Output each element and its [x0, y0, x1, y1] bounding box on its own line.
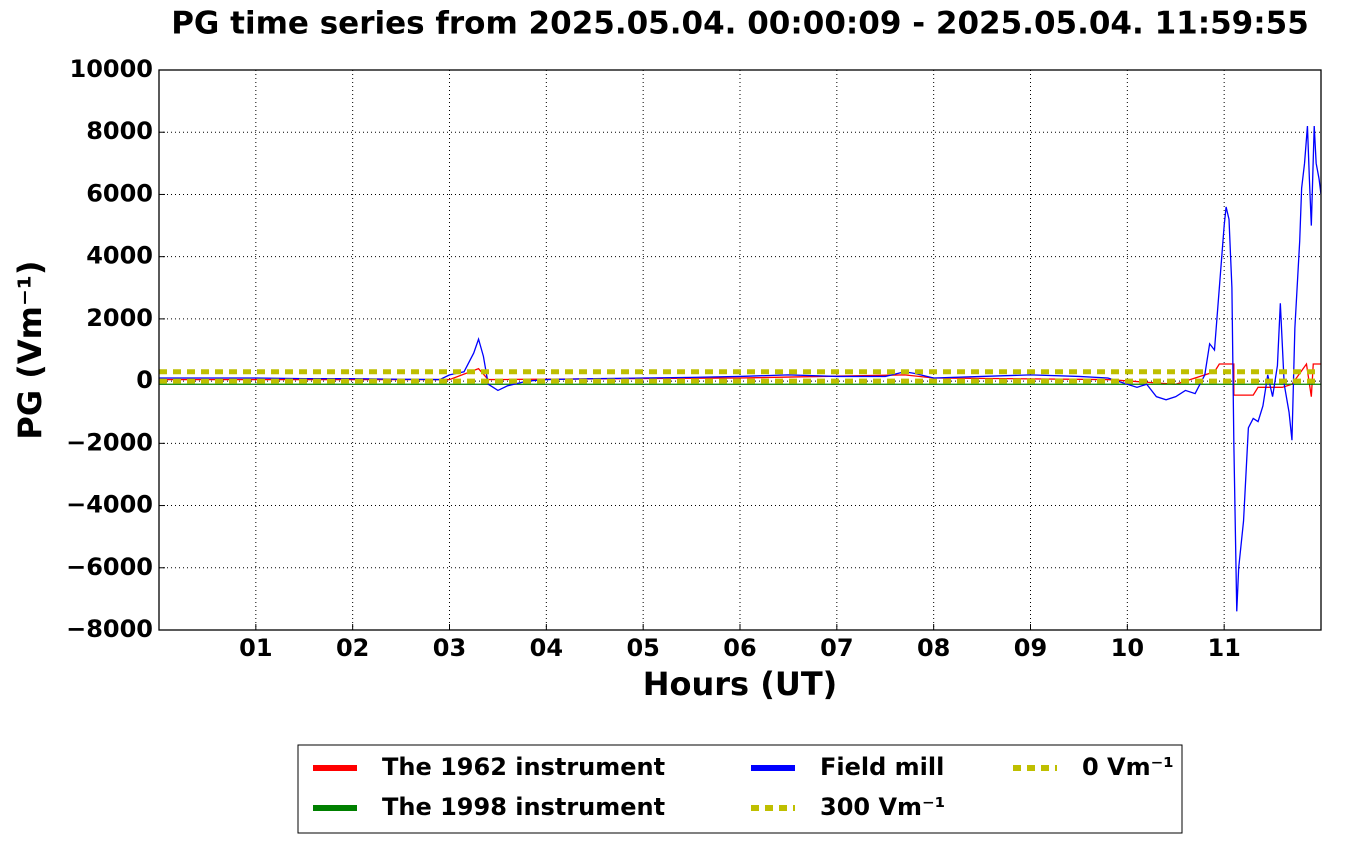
x-tick-label: 07 [820, 634, 853, 662]
y-tick-label: 6000 [86, 179, 153, 207]
y-tick-label: −2000 [66, 428, 153, 456]
y-tick-label: 2000 [86, 304, 153, 332]
x-tick-label: 10 [1111, 634, 1144, 662]
x-tick-label: 04 [530, 634, 563, 662]
x-tick-label: 11 [1207, 634, 1240, 662]
legend-label: Field mill [820, 753, 944, 781]
y-axis-label: PG (Vm⁻¹) [11, 260, 49, 439]
y-tick-label: 10000 [70, 55, 154, 83]
x-tick-label: 08 [917, 634, 950, 662]
plot-frame [158, 69, 1322, 631]
y-tick-label: −4000 [66, 491, 153, 519]
legend-box [297, 744, 1183, 834]
x-axis-label: Hours (UT) [643, 665, 838, 703]
y-tick-label: 4000 [86, 242, 153, 270]
y-tick-label: −8000 [66, 615, 153, 643]
chart-title: PG time series from 2025.05.04. 00:00:09… [171, 6, 1309, 42]
y-tick-label: 0 [136, 366, 153, 394]
legend-label: 0 Vm⁻¹ [1082, 753, 1174, 781]
x-tick-label: 03 [433, 634, 466, 662]
y-tick-label: 8000 [86, 117, 153, 145]
series-line [159, 125, 1321, 612]
x-tick-label: 01 [239, 634, 272, 662]
y-tick-label: −6000 [66, 553, 153, 581]
x-tick-label: 02 [336, 634, 369, 662]
x-tick-label: 05 [626, 634, 659, 662]
legend-label: 300 Vm⁻¹ [820, 793, 945, 821]
x-tick-label: 06 [723, 634, 756, 662]
x-tick-label: 09 [1014, 634, 1047, 662]
legend-label: The 1998 instrument [382, 793, 665, 821]
legend-label: The 1962 instrument [382, 753, 665, 781]
